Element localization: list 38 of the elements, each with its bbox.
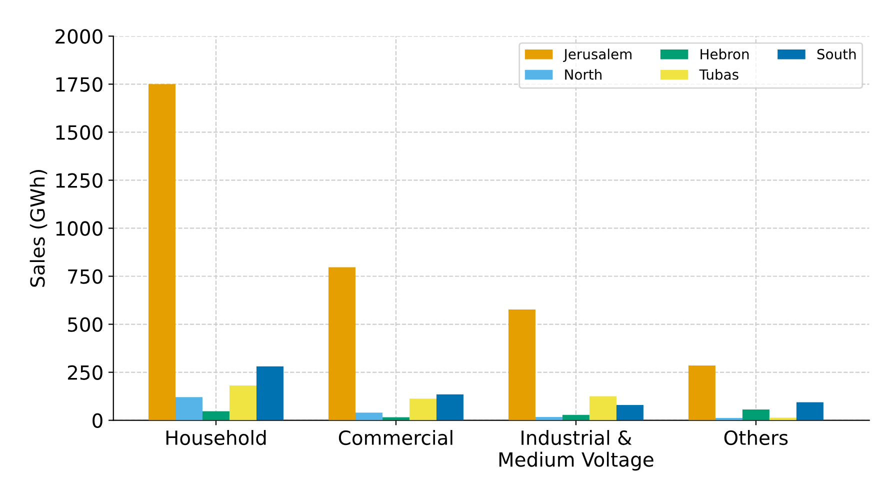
y-tick-label: 1000 [56, 221, 102, 236]
legend-label: Jerusalem [563, 48, 632, 62]
y-tick-label: 0 [92, 413, 102, 428]
bar [328, 267, 356, 420]
y-axis-title: Sales (GWh) [30, 170, 48, 287]
bar [796, 402, 824, 420]
bar [256, 366, 284, 420]
bar [382, 417, 410, 420]
bar [589, 396, 616, 420]
legend-label: South [817, 48, 856, 60]
y-tick-label: 1750 [56, 77, 102, 92]
bar [436, 394, 464, 420]
y-tick-label: 250 [68, 365, 102, 380]
y-tick-label: 2000 [56, 29, 102, 44]
x-tick-label: Household [166, 430, 266, 446]
bar [535, 417, 562, 420]
x-tick-label: Others [724, 430, 788, 446]
y-tick-label: 500 [68, 317, 102, 332]
bar [355, 412, 382, 420]
bar [562, 414, 590, 420]
y-tick-label: 1250 [56, 173, 102, 188]
bar [202, 411, 230, 420]
legend-label: North [565, 69, 602, 80]
bar [769, 418, 796, 420]
bar [688, 366, 716, 420]
bar [175, 397, 202, 420]
legend-label: Hebron [700, 48, 749, 60]
bar [508, 309, 536, 420]
legend-label: Tubas [699, 69, 738, 80]
bar [148, 84, 176, 420]
y-tick-label: 750 [68, 269, 102, 284]
bar [616, 404, 644, 420]
x-tick-label: Commercial [338, 430, 452, 446]
x-tick-label: Industrial & Medium Voltage [499, 430, 654, 471]
bar [409, 398, 436, 420]
y-tick-label: 1500 [56, 125, 102, 140]
bar [229, 386, 256, 420]
bar [742, 410, 770, 420]
